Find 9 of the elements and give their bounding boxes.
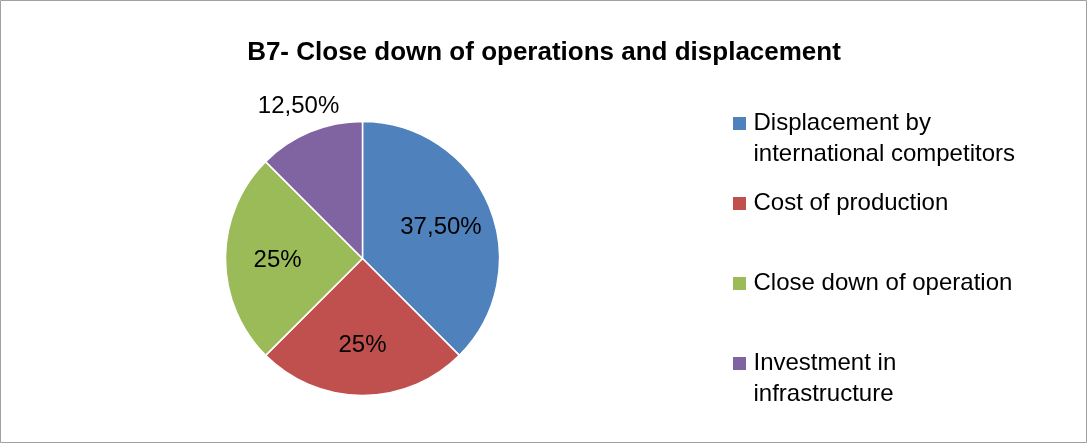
- legend-label: Displacement by international competitors: [753, 107, 1015, 166]
- legend-label: Close down of operation: [753, 267, 1013, 295]
- data-label: 37,50%: [400, 212, 482, 240]
- data-label: 25%: [338, 329, 387, 357]
- data-label: 25%: [253, 245, 302, 272]
- legend-label: Cost of production: [753, 187, 949, 215]
- legend-label: Investment in infrastructure: [753, 347, 897, 406]
- chart-title: B7- Close down of operations and displacement: [247, 35, 842, 66]
- data-label: 12,50%: [257, 90, 340, 118]
